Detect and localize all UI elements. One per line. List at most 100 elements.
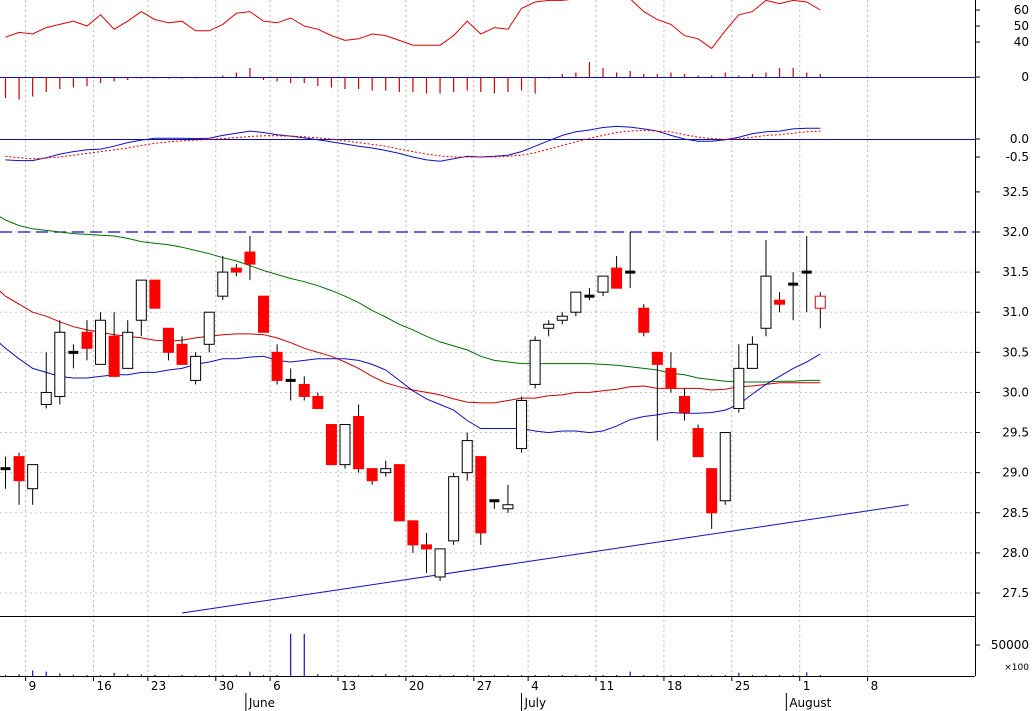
candle xyxy=(380,460,392,477)
moving-average-short xyxy=(0,342,821,434)
candle xyxy=(502,484,514,513)
y-tick-label: 32.0 xyxy=(1002,225,1029,239)
candle-body xyxy=(665,367,677,389)
x-tick-label: 1 xyxy=(803,679,811,693)
x-tick-label: 16 xyxy=(97,679,112,693)
month-label: August xyxy=(789,696,831,710)
candle xyxy=(597,275,609,297)
candle xyxy=(176,336,188,365)
candle-body xyxy=(108,335,120,377)
candle xyxy=(788,272,799,321)
candle xyxy=(230,264,242,277)
x-tick-label: 30 xyxy=(219,679,234,693)
candle xyxy=(244,236,256,281)
candle-body xyxy=(502,504,514,510)
candle xyxy=(448,472,460,545)
candle-body xyxy=(176,343,188,365)
candle xyxy=(760,240,772,337)
rsi-line xyxy=(5,0,821,50)
x-tick-label: 4 xyxy=(531,679,539,693)
y-tick-label: 28.0 xyxy=(1002,546,1029,560)
candle-body xyxy=(244,251,256,265)
candle xyxy=(393,464,405,522)
y-tick-label: 29.5 xyxy=(1002,426,1029,440)
candle xyxy=(556,312,568,325)
month-label: July xyxy=(524,696,547,710)
candle xyxy=(733,344,745,413)
candle-body xyxy=(570,291,582,313)
y-tick-label: -0.5 xyxy=(1006,150,1029,164)
candle-body xyxy=(162,327,174,353)
candle xyxy=(54,320,66,405)
candle-body xyxy=(81,331,93,349)
candle xyxy=(122,320,134,369)
x-tick-label: 11 xyxy=(599,679,614,693)
candle xyxy=(801,236,812,313)
candle-body xyxy=(746,343,758,369)
candle-body xyxy=(760,275,772,329)
candle xyxy=(68,344,79,369)
x-tick-label: 23 xyxy=(151,679,166,693)
candle-body xyxy=(597,275,609,293)
candle xyxy=(95,312,107,365)
candle-body xyxy=(706,468,718,514)
y-tick-label: 50000 xyxy=(991,638,1029,652)
y-tick-label: 31.0 xyxy=(1002,305,1029,319)
x-tick-label: 9 xyxy=(29,679,37,693)
candle-body xyxy=(407,520,419,546)
candle-body xyxy=(719,432,731,502)
candle-body xyxy=(54,331,66,397)
y-tick-label: 50 xyxy=(1014,19,1029,33)
y-tick-label: 0 xyxy=(1021,70,1029,84)
candle-body xyxy=(122,331,134,369)
candle xyxy=(516,396,528,453)
y-tick-label: 29.0 xyxy=(1002,466,1029,480)
candle-body xyxy=(516,399,528,450)
candle xyxy=(651,351,663,441)
macd-signal-line xyxy=(5,129,821,160)
candle xyxy=(339,424,351,469)
candle-body xyxy=(95,319,107,365)
candle-body xyxy=(312,395,324,409)
x-tick-label: 18 xyxy=(667,679,682,693)
macd-line xyxy=(5,125,821,162)
candle-body xyxy=(692,428,704,458)
candle-body xyxy=(393,464,405,522)
candle xyxy=(285,368,296,401)
price-panel xyxy=(0,216,975,614)
candle xyxy=(217,256,229,301)
candle-body xyxy=(298,383,310,397)
candle xyxy=(584,288,595,301)
y-tick-label: 28.5 xyxy=(1002,506,1029,520)
candle-body xyxy=(733,367,745,409)
candle-body xyxy=(325,424,337,466)
x-tick-label: 25 xyxy=(735,679,750,693)
panel-borders xyxy=(0,0,976,677)
y-tick-label: 32.5 xyxy=(1002,185,1029,199)
candle xyxy=(81,320,93,361)
candle xyxy=(665,352,677,393)
y-tick-label: 30.0 xyxy=(1002,385,1029,399)
candle xyxy=(814,292,826,329)
rsi-panel xyxy=(5,0,821,50)
candle xyxy=(13,452,25,505)
candle xyxy=(0,456,11,489)
candle xyxy=(611,256,623,289)
grid xyxy=(0,0,975,676)
candle-body xyxy=(13,456,25,482)
candle-body xyxy=(774,299,786,305)
candle xyxy=(271,344,283,385)
candle xyxy=(625,232,636,289)
candle xyxy=(407,520,419,553)
support-trendline xyxy=(181,504,909,614)
candle xyxy=(312,392,324,409)
y-tick-label: 0.0 xyxy=(1010,132,1029,146)
candle-body xyxy=(556,315,568,321)
candle xyxy=(162,327,174,361)
candle xyxy=(692,424,704,458)
candle xyxy=(190,352,202,385)
candle-body xyxy=(271,351,283,381)
candle-body xyxy=(638,307,650,333)
